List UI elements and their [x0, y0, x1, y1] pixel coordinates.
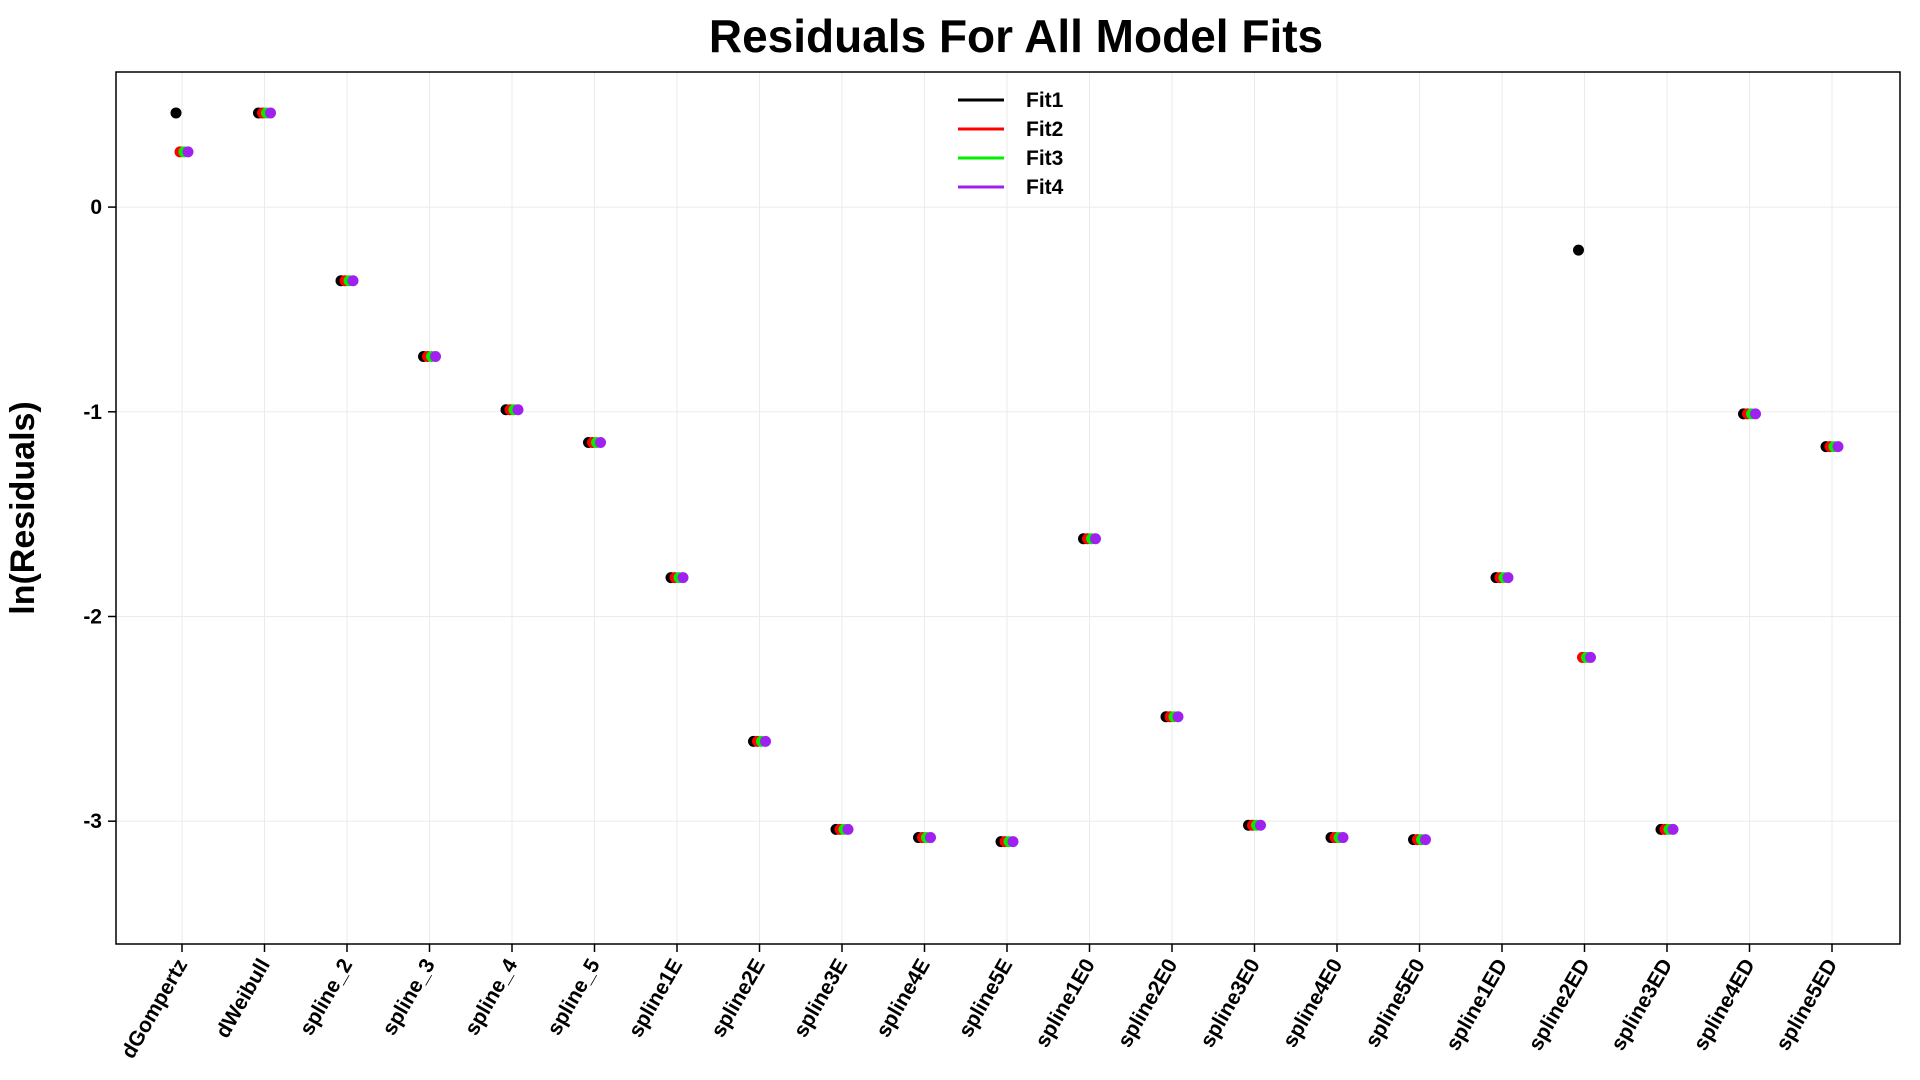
data-point: [677, 572, 689, 584]
x-tick-label: spline2E0: [1113, 955, 1182, 1051]
data-point: [170, 107, 182, 119]
y-tick-label: 0: [90, 196, 102, 219]
y-tick-label: -3: [83, 810, 102, 833]
data-point: [842, 823, 854, 835]
x-tick-label: spline4ED: [1689, 955, 1760, 1054]
x-tick-label: spline5E0: [1361, 955, 1430, 1051]
x-tick-label: spline5E: [954, 955, 1017, 1041]
x-tick-label: spline1E0: [1031, 955, 1100, 1051]
grid-layer: [116, 72, 1900, 944]
data-point: [1750, 408, 1761, 420]
data-point: [925, 832, 936, 844]
data-point: [1090, 533, 1101, 545]
x-tick-label: dGompertz: [117, 955, 192, 1062]
data-point: [1573, 244, 1584, 256]
data-point: [512, 404, 524, 416]
x-tick-label: spline_5: [543, 955, 605, 1040]
data-point: [1832, 441, 1844, 453]
x-tick-label: dWeibull: [211, 955, 274, 1042]
x-tick-label: spline_2: [295, 955, 357, 1039]
data-point: [595, 436, 606, 448]
x-tick-label: spline5ED: [1772, 955, 1843, 1054]
x-tick-label: spline1ED: [1442, 955, 1513, 1054]
data-point: [760, 735, 771, 747]
data-point: [1255, 819, 1266, 831]
chart-title: Residuals For All Model Fits: [709, 10, 1323, 62]
x-tick-label: spline3E: [789, 955, 852, 1041]
legend-entry: Fit2: [1026, 118, 1063, 141]
y-axis: 0 -1 -2 -3: [83, 196, 116, 833]
x-tick-label: spline4E0: [1278, 955, 1347, 1051]
data-point: [1172, 711, 1184, 723]
data-point: [1502, 572, 1514, 584]
x-tick-label: spline3E0: [1196, 955, 1265, 1051]
legend-entry: Fit1: [1026, 89, 1064, 112]
data-point: [1337, 832, 1349, 844]
x-tick-label: spline_4: [460, 955, 522, 1040]
x-tick-label: spline_3: [378, 955, 440, 1039]
data-point: [265, 107, 276, 119]
y-tick-label: -1: [83, 401, 102, 424]
x-tick-label: spline2E: [707, 955, 770, 1041]
legend-entry: Fit4: [1026, 176, 1064, 199]
data-point: [347, 275, 359, 287]
data-point: [1420, 834, 1431, 846]
data-point: [430, 351, 441, 363]
plot-frame: [115, 71, 1901, 945]
x-axis: dGompertz dWeibull spline_2 spline_3 spline_…: [117, 944, 1842, 1062]
legend-entry: Fit3: [1026, 147, 1063, 170]
x-tick-label: spline3ED: [1607, 955, 1678, 1054]
data-points: [170, 107, 1844, 848]
y-axis-label: ln(Residuals): [4, 401, 42, 614]
data-point: [1585, 651, 1596, 663]
x-tick-label: spline4E: [872, 955, 935, 1041]
y-tick-label: -2: [83, 605, 102, 628]
x-tick-label: spline1E: [624, 955, 687, 1041]
data-point: [1007, 836, 1019, 848]
legend: Fit1 Fit2 Fit3 Fit4: [958, 89, 1064, 199]
x-tick-label: spline2ED: [1524, 955, 1595, 1054]
data-point: [182, 146, 194, 158]
data-point: [1667, 823, 1679, 835]
